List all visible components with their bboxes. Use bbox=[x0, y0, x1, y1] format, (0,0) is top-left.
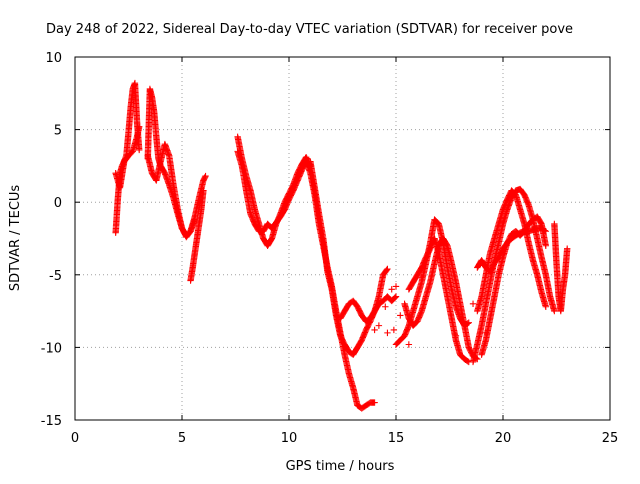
data-point bbox=[202, 172, 209, 180]
series-track-p bbox=[478, 213, 549, 358]
data-point bbox=[469, 300, 477, 308]
grid bbox=[75, 57, 610, 420]
data-point bbox=[551, 307, 558, 315]
data-point bbox=[392, 293, 400, 300]
data-point bbox=[542, 303, 549, 310]
data-point bbox=[136, 146, 143, 154]
y-tick-label: -10 bbox=[41, 341, 62, 356]
series-track-k bbox=[401, 235, 481, 363]
x-tick-label: 10 bbox=[281, 431, 298, 446]
data-point bbox=[383, 266, 390, 274]
plot-frame bbox=[74, 56, 611, 421]
data-point bbox=[384, 329, 391, 337]
data-point bbox=[392, 283, 400, 290]
y-tick-labels: -15 -10 -5 0 5 10 bbox=[41, 51, 62, 429]
series-track-g bbox=[234, 148, 378, 412]
data-point bbox=[382, 303, 389, 310]
x-tick-label: 5 bbox=[178, 431, 186, 446]
y-tick-label: 0 bbox=[54, 196, 62, 211]
series-track-l bbox=[405, 235, 472, 366]
chart-title: Day 248 of 2022, Sidereal Day-to-day VTE… bbox=[46, 22, 573, 37]
data-point bbox=[388, 286, 395, 293]
series-track-b bbox=[112, 123, 143, 191]
x-axis-label: GPS time / hours bbox=[286, 459, 395, 474]
data-point bbox=[418, 274, 425, 281]
x-tick-label: 15 bbox=[388, 431, 405, 446]
y-axis-label: SDTVAR / TECUs bbox=[8, 185, 23, 292]
series-scattered bbox=[371, 268, 502, 348]
y-tick-label: -5 bbox=[49, 269, 62, 284]
data-point bbox=[495, 268, 502, 276]
axis-ticks bbox=[74, 56, 611, 421]
y-tick-label: 10 bbox=[45, 51, 62, 66]
data-point bbox=[136, 123, 143, 130]
data-point bbox=[371, 399, 378, 406]
x-tick-labels: 0 5 10 15 20 25 bbox=[71, 431, 618, 446]
data-point bbox=[384, 265, 391, 273]
y-tick-label: -15 bbox=[41, 414, 62, 429]
data-point bbox=[371, 326, 378, 334]
x-tick-label: 20 bbox=[495, 431, 512, 446]
series-track-q bbox=[551, 220, 571, 315]
y-tick-label: 5 bbox=[54, 124, 62, 139]
x-tick-label: 25 bbox=[602, 431, 619, 446]
series-track-e bbox=[187, 187, 207, 284]
data-point bbox=[564, 245, 571, 252]
data-point bbox=[405, 341, 413, 348]
data-point bbox=[464, 357, 471, 365]
data-point bbox=[200, 187, 207, 194]
data-point bbox=[452, 332, 460, 339]
series-track-i bbox=[337, 293, 400, 325]
data-markers bbox=[112, 79, 571, 412]
data-point bbox=[542, 242, 549, 249]
series-track-n bbox=[474, 187, 549, 315]
x-tick-label: 0 bbox=[71, 431, 79, 446]
data-point bbox=[397, 312, 404, 319]
data-point bbox=[390, 326, 398, 334]
series-track-h bbox=[307, 158, 391, 358]
data-point bbox=[482, 329, 490, 337]
data-point bbox=[375, 322, 383, 329]
data-point bbox=[391, 294, 399, 301]
